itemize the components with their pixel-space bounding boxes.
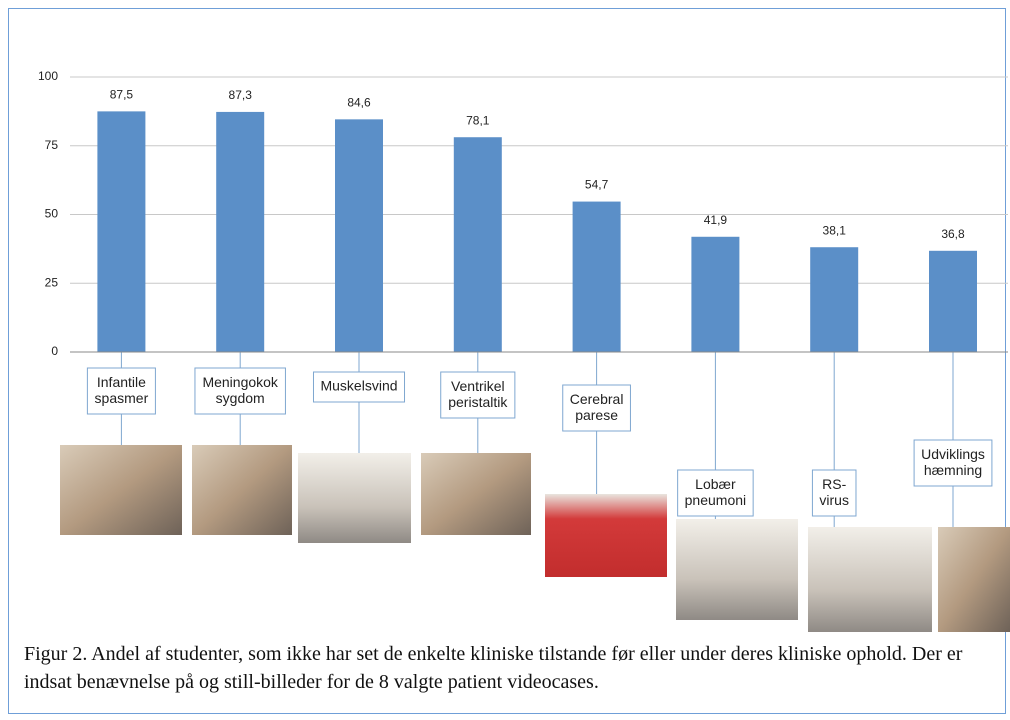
- x-tick-label: Ventrikel peristaltik: [448, 378, 508, 410]
- y-tick-label: 50: [45, 207, 59, 221]
- value-label: 38,1: [823, 223, 847, 237]
- value-label: 41,9: [704, 213, 728, 227]
- category-callout: RS-virus: [811, 352, 857, 527]
- photo: [421, 453, 531, 535]
- bar: [691, 236, 740, 352]
- value-label: 87,5: [110, 88, 134, 102]
- category-callout: Udviklings hæmning: [913, 352, 993, 527]
- x-tick-label: Meningokok sygdom: [202, 374, 278, 406]
- category-box: [312, 371, 406, 403]
- photo: [60, 445, 182, 535]
- figure-caption: Figur 2. Andel af studenter, som ikke ha…: [24, 643, 963, 693]
- bar: [572, 201, 621, 352]
- value-label: 87,3: [229, 88, 253, 102]
- x-tick-label: Infantile spasmer: [95, 374, 149, 406]
- category-box: [562, 384, 631, 432]
- x-tick-label: Lobær pneumoni: [685, 476, 747, 508]
- category-box: [86, 367, 156, 415]
- photo: [192, 445, 292, 535]
- value-label: 36,8: [941, 227, 965, 241]
- photo: [545, 494, 667, 577]
- category-box: [811, 469, 857, 517]
- bar: [929, 250, 977, 352]
- category-callout: Meningokok sygdom: [194, 352, 286, 445]
- figure-frame: [8, 8, 1006, 714]
- y-tick-label: 0: [51, 344, 58, 358]
- y-tick-label: 25: [45, 275, 59, 289]
- category-callout: Muskelsvind: [312, 352, 406, 453]
- bar: [810, 247, 859, 352]
- x-tick-label: Cerebral parese: [570, 391, 624, 423]
- category-callout: Infantile spasmer: [86, 352, 156, 445]
- category-callout: Ventrikel peristaltik: [440, 352, 516, 453]
- value-label: 78,1: [466, 113, 490, 127]
- category-callout: Cerebral parese: [562, 352, 631, 494]
- bar: [97, 111, 146, 352]
- category-box: [677, 469, 754, 517]
- chart: 0 25 50 75 100 87,5 Infantile spasmer 87,3 Mening…: [38, 69, 1010, 632]
- bar: [216, 111, 265, 352]
- category-callout: Lobær pneumoni: [677, 352, 754, 519]
- photos: [60, 445, 1010, 632]
- photo: [938, 527, 1010, 632]
- y-tick-label: 100: [38, 69, 58, 83]
- x-tick-label: Muskelsvind: [320, 378, 397, 394]
- photo: [808, 527, 932, 632]
- y-tick-label: 75: [45, 138, 59, 152]
- bar: [335, 119, 383, 352]
- photo: [676, 519, 798, 620]
- value-label: 84,6: [347, 96, 371, 110]
- photo: [298, 453, 411, 543]
- x-tick-label: Udviklings hæmning: [921, 446, 985, 478]
- category-box: [194, 367, 286, 415]
- value-label: 54,7: [585, 178, 609, 192]
- x-tick-label: RS-virus: [819, 476, 849, 508]
- category-box: [913, 439, 993, 487]
- bar: [453, 137, 502, 352]
- category-box: [440, 371, 516, 419]
